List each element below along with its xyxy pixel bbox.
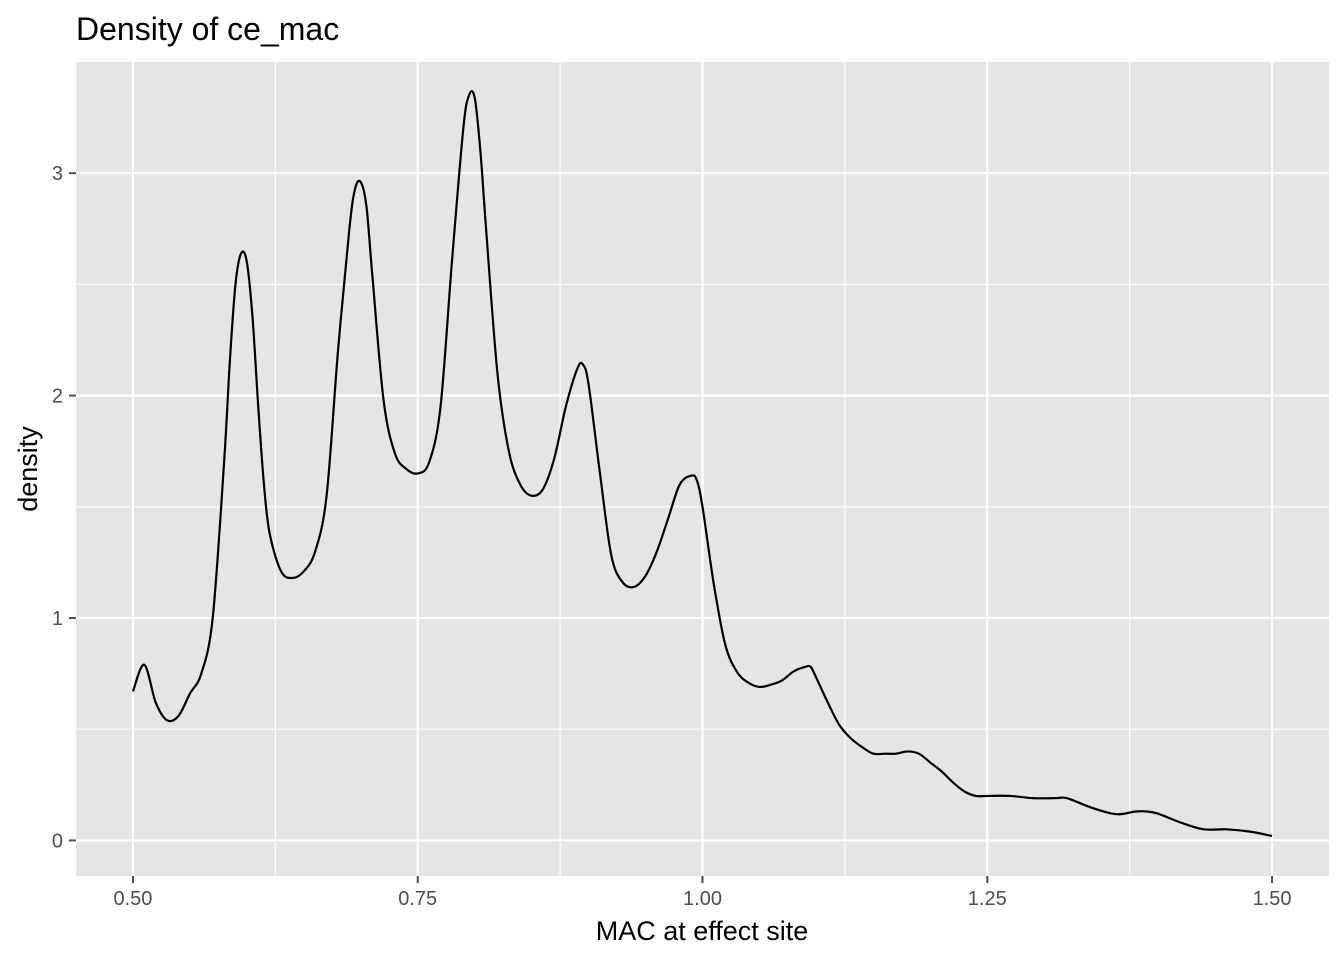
y-tick-label: 1 (52, 608, 63, 630)
x-tick-label: 0.75 (398, 888, 437, 910)
x-axis-title: MAC at effect site (596, 916, 809, 946)
chart-title: Density of ce_mac (76, 11, 339, 47)
y-tick-label: 0 (52, 830, 63, 852)
y-axis-title: density (13, 426, 43, 512)
grid-major (76, 62, 1329, 876)
x-tick-label: 1.50 (1253, 888, 1292, 910)
y-tick-label: 2 (52, 386, 63, 408)
y-axis-ticks: 0 1 2 3 (52, 163, 76, 852)
density-line (131, 89, 1273, 838)
x-axis-ticks: 0.50 0.75 1.00 1.25 1.50 (113, 876, 1292, 910)
x-tick-label: 1.25 (968, 888, 1007, 910)
y-tick-label: 3 (52, 163, 63, 185)
x-tick-label: 0.50 (113, 888, 152, 910)
x-tick-label: 1.00 (683, 888, 722, 910)
